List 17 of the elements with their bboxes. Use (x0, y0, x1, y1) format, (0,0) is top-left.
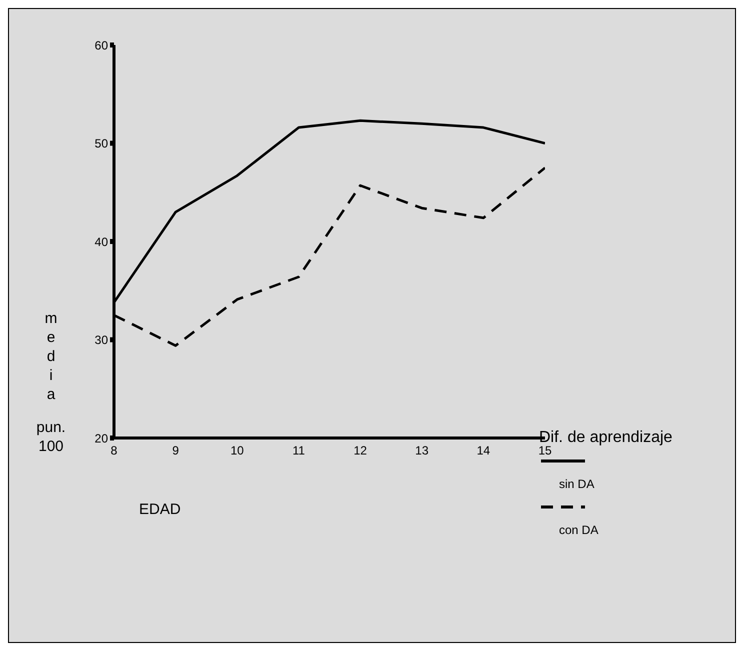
y-axis-title: media pun. 100 (35, 309, 67, 456)
text: sin DA (559, 477, 596, 491)
x-axis-title: EDAD (139, 501, 181, 518)
x-tick-label: 12 (354, 444, 368, 458)
x-tick-label: 14 (476, 444, 490, 458)
y-tick-label: 40 (94, 234, 108, 249)
x-tick-label: 9 (172, 444, 180, 458)
y-tick-label: 60 (94, 38, 108, 52)
x-tick-label: 11 (292, 444, 306, 458)
x-tick-label: 8 (110, 444, 118, 458)
x-tick-label: 13 (415, 444, 429, 458)
y-tick-label: 50 (94, 136, 108, 151)
x-tick-label: 10 (230, 444, 244, 458)
y-tick-label: 30 (94, 333, 108, 348)
x-tick-label: 15 (538, 444, 552, 458)
text: con DA (559, 523, 600, 537)
y-tick-label: 20 (94, 431, 108, 446)
